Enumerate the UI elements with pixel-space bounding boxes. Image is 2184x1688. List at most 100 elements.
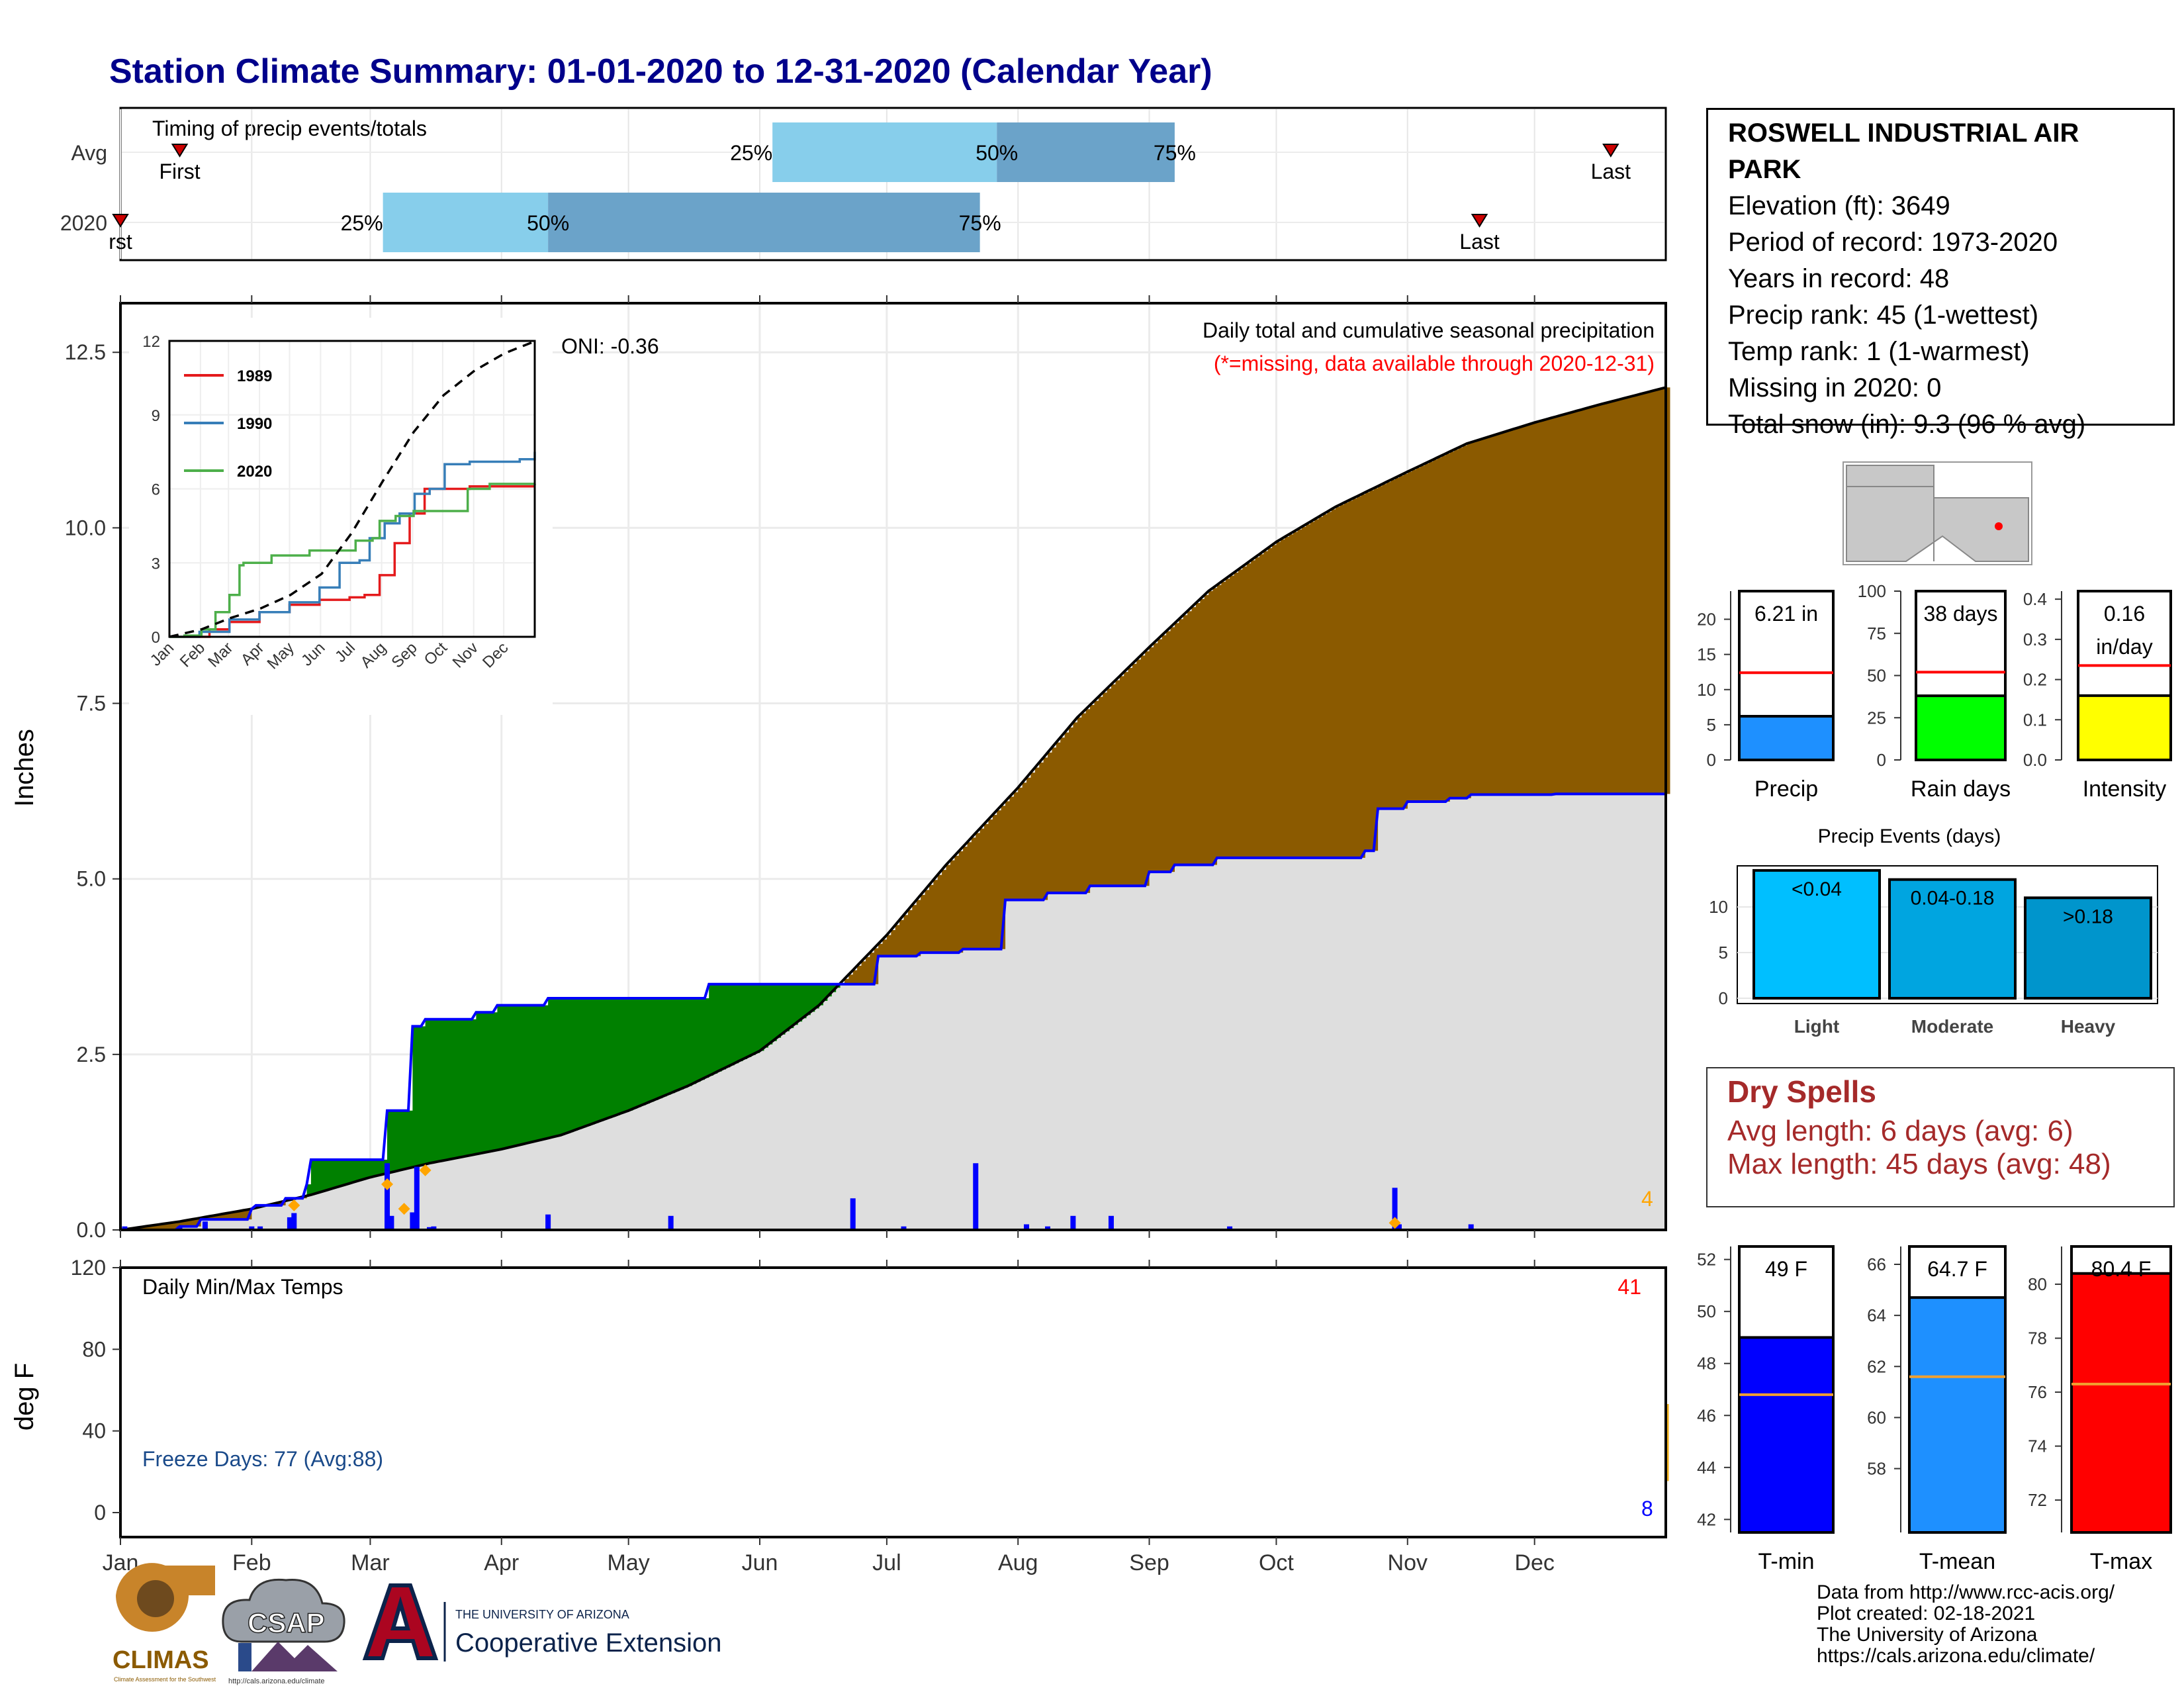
daily-precip-bar — [850, 1198, 856, 1230]
summary-precip-value-label: 6.21 in — [1754, 602, 1818, 626]
summary-intensity-tick-label: 0.3 — [2023, 630, 2047, 649]
precip-surplus-area — [255, 984, 841, 1208]
daily-precip-bar — [257, 1226, 263, 1230]
inset-y-tick-label: 9 — [152, 407, 160, 425]
timing-first-label: First — [159, 160, 200, 183]
csap-logo: CSAP http://cals.arizona.edu/climate — [222, 1578, 345, 1685]
summary-intensity-value-label: 0.16 — [2104, 602, 2145, 626]
daily-precip-bar — [427, 1227, 432, 1230]
temps-y-tick-label: 80 — [82, 1337, 106, 1361]
temps-panel-border — [119, 1266, 1667, 1538]
temp-summary-bars: 42 44 46 48 50 52 49 F T-min 58 60 62 64 66 64.7 F T-m… — [1697, 1245, 2172, 1574]
precip-y-tick-label: 0.0 — [77, 1218, 106, 1242]
ua-cooperative-extension-logo: THE UNIVERSITY OF ARIZONA Cooperative Ex… — [362, 1583, 721, 1662]
tempsum-t-mean-value-bar — [1908, 1296, 2007, 1534]
month-axis-label: Feb — [232, 1550, 271, 1575]
precip-title: Daily total and cumulative seasonal prec… — [1203, 318, 1655, 342]
tempsum-t-max-tick-label: 78 — [2028, 1329, 2047, 1348]
snow-point — [288, 1199, 300, 1211]
daily-precip-bar — [122, 1226, 128, 1230]
inset-y-tick-label: 6 — [152, 481, 160, 499]
precip-y-tick-label: 7.5 — [77, 692, 106, 716]
dry-spells-avg: Avg length: 6 days (avg: 6) — [1727, 1115, 2073, 1147]
timing-row-label: Avg — [71, 141, 107, 165]
daily-precip-bar — [668, 1215, 674, 1230]
snow-count: 4 — [1641, 1187, 1653, 1211]
daily-precip-bar — [973, 1163, 979, 1230]
years-line: Years in record: 48 — [1728, 264, 1950, 293]
timing-p75-label: 75% — [959, 211, 1001, 235]
daily-precip-bar — [545, 1214, 551, 1230]
csap-url: http://cals.arizona.edu/climate — [228, 1677, 325, 1685]
tempsum-t-min-tick-label: 44 — [1697, 1458, 1716, 1477]
temp-rank-line: Temp rank: 1 (1-warmest) — [1728, 337, 2030, 366]
precip-y-tick-label: 10.0 — [65, 516, 106, 539]
precip-avg-cumulative-line — [120, 386, 1666, 1231]
events-bar — [2024, 896, 2152, 1000]
summary-intensity-value-bar — [2077, 694, 2172, 762]
temps-y-tick-label: 40 — [82, 1419, 106, 1443]
month-axis-label: Apr — [484, 1550, 519, 1575]
daily-precip-bar — [431, 1226, 437, 1230]
ua-name: THE UNIVERSITY OF ARIZONA — [455, 1608, 629, 1621]
temps-panel: Daily Min/Max Temps 41 8 Freeze Days: 77… — [10, 1256, 1669, 1575]
timing-first-label: rst — [109, 230, 132, 254]
tempsum-t-mean-tick-label: 66 — [1867, 1254, 1886, 1274]
inset-legend-label: 1990 — [237, 415, 272, 433]
tempsum-t-min-tick-label: 42 — [1697, 1509, 1716, 1529]
elevation-line: Elevation (ft): 3649 — [1728, 191, 1950, 220]
month-axis-label: Mar — [351, 1550, 390, 1575]
csap-cloud — [222, 1578, 345, 1643]
daily-precip-bar — [1468, 1224, 1474, 1230]
daily-precip-bar — [1227, 1226, 1233, 1230]
timing-p25-label: 25% — [341, 211, 383, 235]
month-axis-label: Sep — [1129, 1550, 1169, 1575]
month-axis-label: Aug — [998, 1550, 1038, 1575]
month-axis-label: Jun — [742, 1550, 778, 1575]
tempsum-t-min-value-label: 49 F — [1765, 1257, 1807, 1281]
csap-rain-lines — [238, 1643, 251, 1671]
precip-y-tick-label: 2.5 — [77, 1043, 106, 1066]
snow-point — [419, 1164, 432, 1176]
tempsum-t-min-tick-label: 48 — [1697, 1354, 1716, 1374]
record-low-count: 8 — [1641, 1497, 1653, 1521]
summary-intensity-tick-label: 0.0 — [2023, 750, 2047, 770]
precip-deficit-area — [124, 387, 1670, 1230]
events-bar — [1752, 868, 1881, 1000]
coop-extension-name: Cooperative Extension — [455, 1628, 721, 1658]
events-title: Precip Events (days) — [1818, 825, 2001, 847]
map-region — [1846, 465, 2029, 562]
summary-rain-days-value-bar — [1915, 694, 2007, 761]
tempsum-t-min-tick-label: 46 — [1697, 1405, 1716, 1425]
summary-intensity-tick-label: 0.1 — [2023, 710, 2047, 729]
summary-intensity-tick-label: 0.4 — [2023, 589, 2047, 609]
dry-spells-box: Dry Spells Avg length: 6 days (avg: 6) M… — [1706, 1067, 2175, 1207]
station-name: ROSWELL INDUSTRIAL AIR PARK — [1728, 118, 2079, 184]
oni-label: ONI: -0.36 — [561, 334, 659, 358]
tempsum-t-max-tick-label: 74 — [2028, 1436, 2047, 1456]
climas-wordmark: CLIMAS — [113, 1646, 209, 1674]
daily-precip-bar — [410, 1212, 416, 1230]
precip-y-axis-title: Inches — [10, 729, 39, 807]
tempsum-t-mean-tick-label: 62 — [1867, 1356, 1886, 1376]
daily-precip-bar — [414, 1166, 420, 1230]
daily-precip-bar — [1108, 1215, 1114, 1230]
tempsum-t-max-label: T-max — [2090, 1549, 2152, 1574]
inset-legend-label: 1989 — [237, 367, 272, 385]
precip-rank-line: Precip rank: 45 (1-wettest) — [1728, 301, 2039, 330]
summary-precip-tick-label: 20 — [1697, 610, 1716, 630]
snow-point — [1388, 1217, 1401, 1229]
daily-precip-bar — [1070, 1215, 1076, 1230]
precip-y-tick-label: 5.0 — [77, 867, 106, 891]
dry-spells-max: Max length: 45 days (avg: 48) — [1727, 1148, 2111, 1180]
freeze-days-label: Freeze Days: 77 (Avg:88) — [142, 1447, 383, 1471]
tempsum-t-max-value-bar — [2070, 1272, 2172, 1534]
inset-series-line — [169, 483, 536, 638]
tempsum-t-mean-tick-label: 60 — [1867, 1407, 1886, 1427]
daily-precip-bar — [1045, 1226, 1050, 1230]
tempsum-t-max-tick-label: 80 — [2028, 1274, 2047, 1294]
tempsum-t-mean-label: T-mean — [1919, 1549, 1995, 1574]
timing-last-marker — [1471, 214, 1488, 228]
timing-quartile-bar-25-50 — [383, 193, 549, 252]
precip-panel: Daily total and cumulative seasonal prec… — [10, 295, 1670, 1242]
